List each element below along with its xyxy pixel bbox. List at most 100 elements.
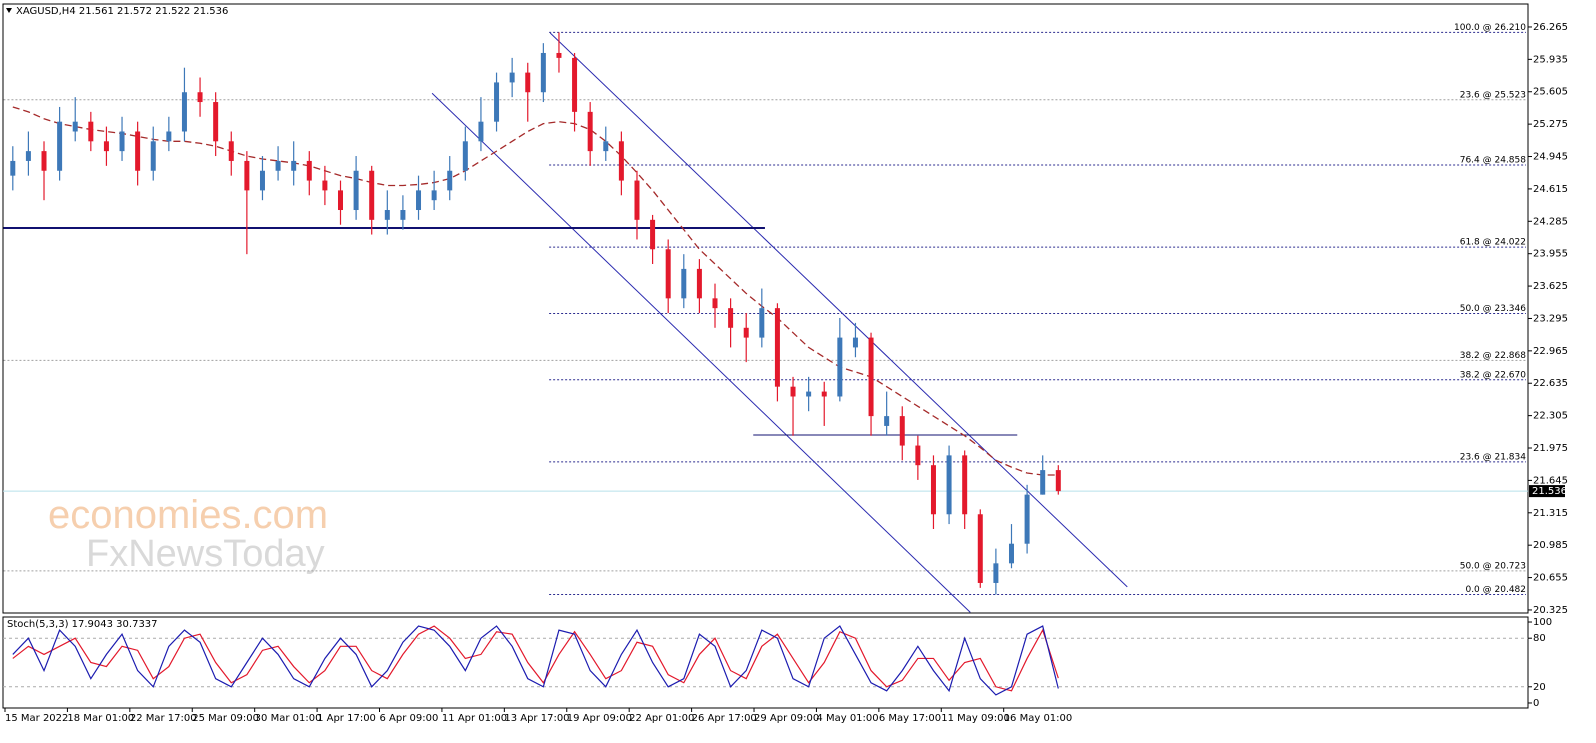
candle-body <box>228 141 234 161</box>
x-tick-label: 15 Mar 2022 <box>5 713 68 724</box>
candle-body <box>384 210 390 220</box>
candle-body <box>852 337 858 348</box>
candle-body <box>681 268 687 299</box>
candle-body <box>10 160 16 176</box>
candle-body <box>915 445 921 466</box>
x-tick-label: 18 Mar 01:00 <box>67 713 134 724</box>
candle-body <box>525 72 531 93</box>
x-tick-label: 19 Apr 09:00 <box>567 713 632 724</box>
candle-body <box>1040 470 1046 495</box>
candle-body <box>821 391 827 397</box>
trend-line <box>549 32 1128 588</box>
watermark-text: economies.com <box>48 493 328 537</box>
candle-body <box>759 308 765 338</box>
candle-body <box>150 141 156 171</box>
trend-line <box>431 92 971 613</box>
y-tick-label: 22.965 <box>1533 346 1568 357</box>
candle-body <box>25 151 31 161</box>
candle-body <box>462 141 468 171</box>
fib-label: 61.8 @ 24.022 <box>1460 238 1526 248</box>
y-tick-label: 25.935 <box>1533 54 1568 65</box>
y-tick-label: 24.285 <box>1533 216 1568 227</box>
stoch-line <box>12 625 1059 692</box>
candle-body <box>197 92 203 103</box>
stoch-frame <box>2 616 1529 709</box>
x-tick-label: 22 Mar 17:00 <box>130 713 197 724</box>
candle-body <box>946 455 952 515</box>
x-tick-label: 30 Mar 01:00 <box>255 713 322 724</box>
candle-body <box>930 465 936 515</box>
x-tick-label: 4 May 01:00 <box>816 713 878 724</box>
candle-body <box>993 563 999 583</box>
candle-body <box>135 131 141 171</box>
candle-body <box>166 131 172 142</box>
candle-body <box>431 190 437 201</box>
candle-body <box>634 180 640 220</box>
chart-title: XAGUSD,H4 21.561 21.572 21.522 21.536 <box>16 6 228 17</box>
candle-body <box>57 121 63 171</box>
fib-label: 0.0 @ 20.482 <box>1465 585 1526 595</box>
stoch-tick-label: 100 <box>1533 617 1552 628</box>
candle-body <box>306 160 312 181</box>
candle-body <box>478 121 484 142</box>
fib-label: 23.6 @ 25.523 <box>1460 90 1526 100</box>
y-tick-label: 20.325 <box>1533 605 1568 616</box>
fib-label: 76.4 @ 24.858 <box>1460 156 1527 166</box>
fib-label: 38.2 @ 22.868 <box>1460 351 1527 361</box>
x-tick-label: 29 Apr 09:00 <box>754 713 819 724</box>
candle-body <box>447 170 453 191</box>
candle-body <box>618 141 624 181</box>
y-tick-label: 23.955 <box>1533 249 1568 260</box>
candle-body <box>1055 470 1061 492</box>
candle-body <box>899 416 905 446</box>
watermark-text: FxNewsToday <box>86 533 325 575</box>
candle-body <box>72 121 78 132</box>
candle-body <box>603 141 609 152</box>
fib-label: 50.0 @ 23.346 <box>1460 304 1527 314</box>
stoch-tick-label: 20 <box>1533 682 1546 693</box>
candle-body <box>291 160 297 171</box>
fib-label: 38.2 @ 22.670 <box>1460 370 1527 380</box>
y-tick-label: 21.645 <box>1533 475 1568 486</box>
candle-body <box>322 180 328 191</box>
x-tick-label: 11 May 09:00 <box>941 713 1010 724</box>
price-box <box>1529 485 1565 498</box>
candle-body <box>884 416 890 426</box>
fib-label: 100.0 @ 26.210 <box>1454 23 1526 33</box>
candle-body <box>977 514 983 583</box>
candle-body <box>509 72 515 83</box>
candle-body <box>540 52 546 93</box>
y-tick-label: 23.625 <box>1533 281 1568 292</box>
candle-body <box>650 219 656 250</box>
x-tick-label: 22 Apr 01:00 <box>629 713 694 724</box>
candle-body <box>665 249 671 299</box>
candle-body <box>416 190 422 211</box>
x-tick-label: 1 Apr 17:00 <box>317 713 376 724</box>
y-tick-label: 23.295 <box>1533 313 1568 324</box>
x-tick-label: 6 Apr 09:00 <box>380 713 439 724</box>
y-tick-label: 26.265 <box>1533 22 1568 33</box>
candle-body <box>494 82 500 122</box>
y-tick-label: 20.655 <box>1533 573 1568 584</box>
watermark: economies.com FxNewsToday <box>48 493 328 575</box>
candle-body <box>774 308 780 387</box>
candle-body <box>88 121 94 142</box>
candle-body <box>400 210 406 220</box>
candle-body <box>728 308 734 328</box>
stoch-title: Stoch(5,3,3) 17.9043 30.7337 <box>7 619 158 630</box>
stoch-tick-label: 80 <box>1533 633 1546 644</box>
candle-body <box>181 92 187 132</box>
y-tick-label: 25.605 <box>1533 87 1568 98</box>
candle-body <box>556 52 562 58</box>
candle-body <box>962 455 968 515</box>
stoch-tick-label: 0 <box>1533 698 1539 709</box>
candle-body <box>790 386 796 397</box>
candle-body <box>337 190 343 211</box>
y-tick-label: 24.615 <box>1533 184 1568 195</box>
candle-body <box>696 268 702 299</box>
y-tick-label: 22.305 <box>1533 411 1568 422</box>
y-tick-label: 21.315 <box>1533 508 1568 519</box>
menu-triangle[interactable] <box>6 8 12 13</box>
candle-body <box>213 102 219 142</box>
candle-body <box>1024 494 1030 544</box>
